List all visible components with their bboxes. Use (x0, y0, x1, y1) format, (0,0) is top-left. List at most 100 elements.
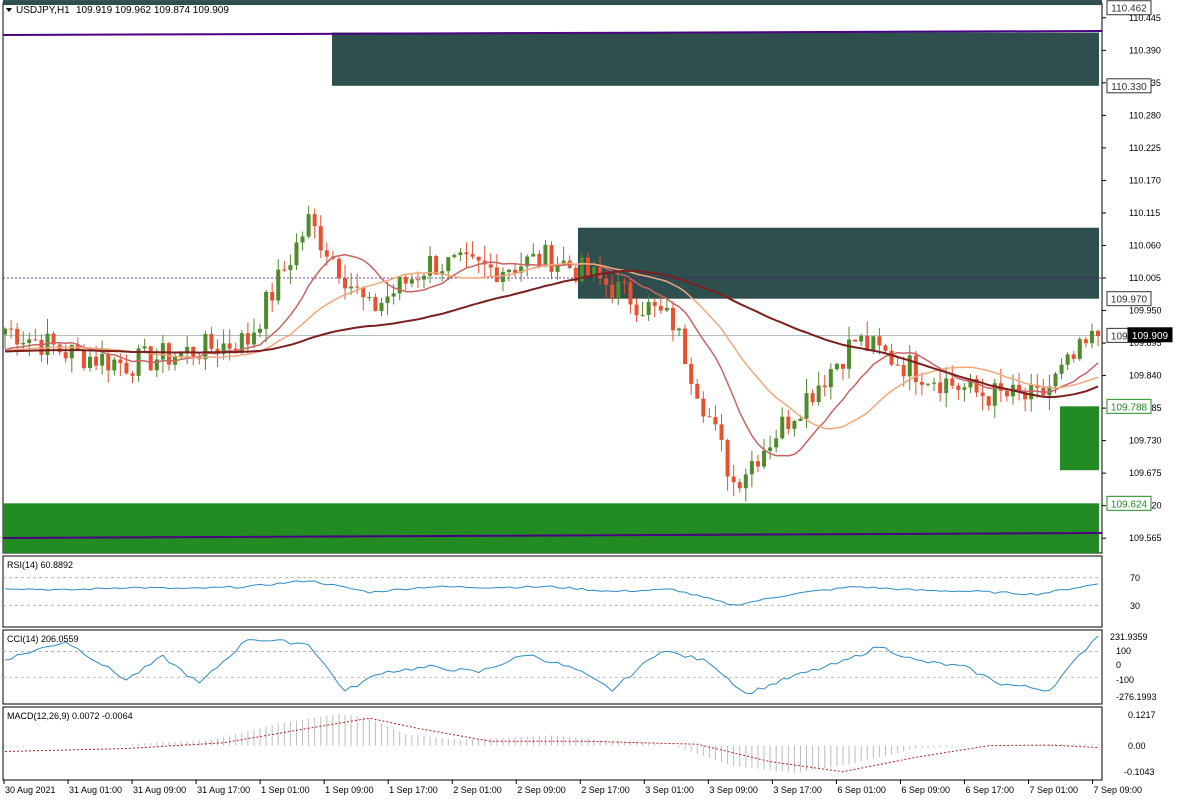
cci-panel (2, 629, 1103, 705)
candle-body (1096, 330, 1100, 336)
candle-body (130, 373, 135, 376)
candle-body (804, 393, 809, 419)
price-box-label: 109.788 (1111, 402, 1148, 413)
support-zone (3, 503, 1099, 553)
candle-body (179, 351, 184, 357)
candle-body (828, 369, 833, 388)
candle-body (39, 339, 44, 355)
candle-body (1053, 373, 1058, 387)
candle-body (525, 256, 530, 267)
candle-body (318, 226, 323, 251)
candle-body (956, 385, 961, 390)
candle-body (494, 267, 499, 283)
candle-body (616, 281, 621, 298)
candle-body (506, 269, 511, 272)
candle-body (428, 256, 433, 276)
candle-body (913, 355, 918, 383)
cci-line (4, 635, 1099, 695)
macd-tick-min: -0.1043 (1124, 767, 1155, 777)
candle-body (592, 266, 597, 277)
rsi-label: RSI(14) 60.8892 (7, 560, 73, 570)
price-box (1106, 0, 1152, 16)
candle-body (543, 244, 548, 267)
x-tick-label: 3 Sep 09:00 (709, 785, 758, 795)
channel-bottom-line (2, 532, 1103, 539)
candle-body (713, 417, 718, 425)
candle-body (239, 333, 244, 353)
candle-body (397, 276, 402, 294)
candle-body (63, 352, 68, 359)
candle-body (901, 364, 906, 377)
y-tick-label: 109.565 (1129, 533, 1162, 543)
candle-body (585, 257, 590, 277)
candle-body (452, 254, 457, 258)
candle-body (336, 258, 341, 279)
candle-body (148, 346, 153, 371)
support-zone-small (1060, 406, 1099, 471)
chart-header: USDJPY,H1 109.919 109.962 109.874 109.90… (6, 5, 229, 16)
candle-body (251, 332, 256, 345)
candle-body (925, 383, 930, 385)
candle-body (421, 275, 426, 280)
candle-body (883, 345, 888, 351)
price-box-label: 110.462 (1111, 4, 1147, 15)
rsi-line (4, 580, 1099, 606)
candle-body (513, 269, 518, 273)
candle-body (677, 328, 682, 331)
x-tick-label: 7 Sep 01:00 (1029, 785, 1078, 795)
x-tick-label: 31 Aug 01:00 (69, 785, 122, 795)
x-tick-label: 1 Sep 01:00 (261, 785, 310, 795)
candle-body (1089, 330, 1094, 344)
candle-body (403, 276, 408, 284)
candle-body (962, 387, 967, 390)
candle-body (780, 416, 785, 439)
y-tick-label: 110.280 (1129, 110, 1161, 120)
x-tick-label: 3 Sep 01:00 (645, 785, 694, 795)
candle-body (1077, 339, 1082, 359)
candle-body (640, 314, 645, 316)
candle-body (324, 250, 329, 257)
ma-mid-line (4, 262, 1099, 430)
x-tick-label: 6 Sep 17:00 (965, 785, 1014, 795)
resistance-zone-upper (332, 32, 1099, 86)
x-tick-label: 3 Sep 17:00 (773, 785, 822, 795)
candle-body (561, 260, 566, 265)
candle-body (847, 339, 852, 369)
candle-body (725, 439, 730, 477)
price-box-label: 110.330 (1111, 82, 1147, 93)
y-tick-label: 109.840 (1129, 371, 1162, 381)
price-box (1106, 291, 1152, 307)
candle-body (440, 271, 445, 275)
candle-body (689, 364, 694, 384)
candle-body (944, 378, 949, 394)
candle-body (227, 343, 232, 349)
candle-body (488, 264, 493, 268)
dropdown-triangle-icon[interactable] (6, 8, 12, 12)
candle-body (555, 264, 560, 272)
y-tick-label: 109.950 (1129, 306, 1162, 316)
candle-body (51, 333, 56, 345)
candle-body (646, 302, 651, 315)
candle-body (136, 348, 141, 376)
x-tick-label: 6 Sep 09:00 (901, 785, 950, 795)
candle-body (1065, 354, 1070, 365)
candle-body (980, 392, 985, 397)
candle-body (774, 438, 779, 448)
candle-body (755, 461, 760, 467)
candle-body (1047, 386, 1052, 396)
rsi-panel (2, 555, 1103, 628)
y-tick-label: 109.675 (1129, 468, 1162, 478)
candle-body (282, 269, 287, 271)
resistance-zone-lower (578, 227, 1099, 299)
y-tick-label: 110.005 (1129, 273, 1161, 283)
candle-body (683, 328, 688, 365)
candle-body (1004, 390, 1009, 397)
candle-body (762, 450, 767, 467)
candle-body (919, 382, 924, 385)
candle-body (786, 416, 791, 429)
candle-body (367, 297, 372, 299)
candle-body (270, 292, 275, 301)
candle-body (373, 297, 378, 311)
y-tick-label: 110.060 (1129, 240, 1161, 250)
